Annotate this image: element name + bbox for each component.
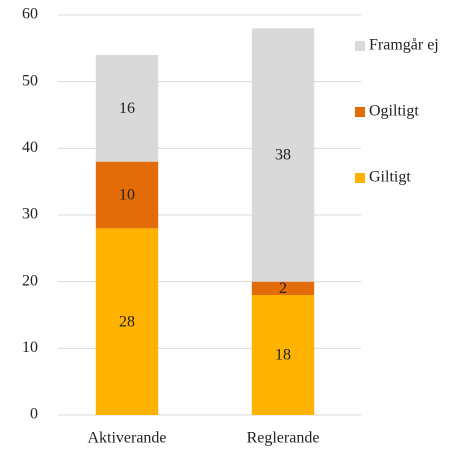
bar-segment <box>251 281 315 295</box>
bar-segment <box>251 28 315 282</box>
legend-swatch <box>355 107 365 117</box>
data-label: 38 <box>275 147 291 164</box>
data-label: 18 <box>275 347 291 364</box>
x-tick-label: Aktiverande <box>87 430 166 447</box>
legend-swatch <box>355 173 365 183</box>
bar-segment <box>95 161 159 229</box>
legend-label: Framgår ej <box>369 37 439 54</box>
data-label: 28 <box>119 313 135 330</box>
bar-segment <box>95 55 159 162</box>
data-label: 16 <box>119 100 135 117</box>
legend-swatch <box>355 41 365 51</box>
y-tick-label: 50 <box>22 72 38 89</box>
y-tick-label: 60 <box>22 6 38 23</box>
y-tick-label: 30 <box>22 206 38 223</box>
x-tick-label: Reglerande <box>247 430 320 447</box>
data-label: 10 <box>119 187 135 204</box>
data-label: 2 <box>279 280 287 297</box>
y-tick-label: 0 <box>30 406 38 423</box>
y-tick-label: 40 <box>22 139 38 156</box>
legend-label: Ogiltigt <box>369 103 419 120</box>
bar-segment <box>95 228 159 415</box>
y-tick-label: 10 <box>22 339 38 356</box>
y-tick-label: 20 <box>22 272 38 289</box>
bar-segment <box>251 295 315 415</box>
legend-label: Giltigt <box>369 169 411 186</box>
